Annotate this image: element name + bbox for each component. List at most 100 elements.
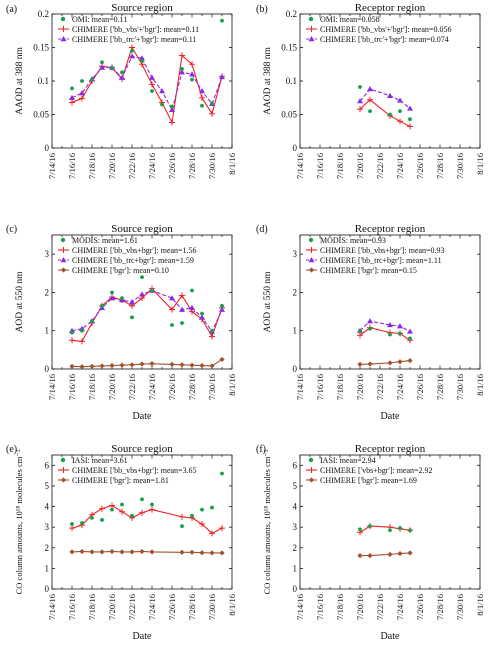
legend-marker [308,467,315,473]
series-point-bb_trc [69,94,75,100]
legend-entry: CHIMERE ['bb_trc+bgr']: mean=1.11 [320,256,442,265]
x-tick-label: 7/16/16 [67,153,77,179]
chart-panel-d: (d) Receptor region 0 1 2 3 7/14/16 7/16/16 7/18… [256,223,485,422]
legend-marker [308,477,315,483]
obs-point [368,524,372,529]
series-point-bgr [169,361,175,368]
x-tick-label: 7/18/16 [87,374,97,400]
series-point-bb_vbs [149,506,155,513]
series-point-bgr [407,357,413,364]
x-tick-label: 7/30/16 [207,374,217,400]
legend-entry: CHIMERE ['bgr']: mean=1.69 [320,476,417,485]
series-point-bb_trc [407,328,413,334]
y-tick-label: 0 [293,364,298,374]
obs-point [200,103,204,108]
series-point-bgr [199,362,205,369]
series-point-bgr [199,550,205,556]
x-tick-label: 7/20/16 [355,594,365,620]
obs-point [210,505,214,510]
legend-entry: CHIMERE ['bgr']: mean=1.81 [72,476,169,485]
obs-point [110,65,114,70]
legend-marker [308,247,315,253]
chart-panel-a: (a) Source region 0 0.05 0.1 0.15 0.2 7/14/16 7/… [6,2,237,179]
series-point-bb_trc [99,64,105,70]
series-point-bb_trc [397,97,403,103]
series-point-bb_trc [397,323,403,329]
obs-point [150,288,154,293]
x-tick-label: 7/22/16 [375,374,385,400]
series-line-bb_vbs [359,99,411,128]
series-point-bb_vbs [69,337,75,344]
series-point-bb_vbs [69,525,75,532]
x-tick-label: 7/26/16 [167,594,177,620]
series-point-bgr [179,362,185,368]
obs-point [120,502,124,507]
x-tick-label: 7/30/16 [455,594,465,620]
y-axis-label: AAOD at 388 nm [263,46,273,114]
obs-point [140,59,144,63]
legend-entry: CHIMERE ['bb_vbs+bgr']: mean=3.65 [72,466,197,475]
series-point-bb_vbs [397,118,403,125]
series-point-bgr [89,363,95,369]
obs-point [210,101,214,106]
y-axis-label: AAOD at 388 nm [15,46,25,114]
y-tick-label: 0 [45,364,50,374]
legend-entry: CHIMERE ['bgr']: mean=0.10 [72,266,169,275]
series-point-bb_vbs [209,530,215,537]
series-point-bb_trc [367,318,373,324]
series-point-bb_vbs [199,521,205,528]
y-tick-label: 1 [45,326,50,336]
y-tick-label: 2 [293,287,298,297]
series-point-bb_trc [159,88,165,94]
series-line-bb_trc [71,55,223,112]
series-point-bgr [119,362,125,368]
legend-entry: CHIMERE ['bb_trc+bgr']: mean=1.59 [72,256,194,265]
legend-entry: CHIMERE ['bb_vbs'+'bgr']: mean=0.11 [72,25,199,34]
series-line-bb_vbs [359,327,411,341]
legend-entry: OMI: mean=0.058 [320,15,380,24]
panel-title: Source region [111,443,173,455]
series-point-bb_vbs [169,306,175,313]
x-tick-label: 7/16/16 [315,374,325,400]
series-point-bgr [387,360,393,366]
x-tick-label: 7/18/16 [335,374,345,400]
x-tick-label: 7/30/16 [455,153,465,179]
series-point-bb_trc [189,304,195,310]
legend-entry: IASI: mean=3.61 [72,456,128,465]
series-point-bgr [189,549,195,555]
series-point-bb_vbs [179,292,185,299]
series-line-bb_trc [71,289,223,333]
series-point-bb_vbs [407,123,413,130]
panel-label: (e) [6,444,17,455]
x-tick-label: 7/28/16 [187,374,197,400]
series-point-bb_trc [189,71,195,77]
legend-marker [60,247,67,253]
obs-point [140,275,144,280]
series-point-bb_vbs [179,52,185,59]
y-tick-label: 4 [293,502,298,512]
obs-point [90,319,94,324]
x-tick-label: 7/26/16 [415,374,425,400]
obs-point [358,85,362,89]
series-point-bgr [119,549,125,555]
legend-marker [308,36,315,42]
series-point-bgr [99,363,105,369]
obs-point [120,70,124,75]
series-point-bb_trc [367,86,373,92]
x-tick-label: 7/28/16 [187,153,197,179]
x-tick-label: 8/1/16 [475,594,485,616]
y-tick-label: 0.2 [38,9,49,19]
x-tick-label: 7/14/16 [47,374,57,400]
y-axis-label: CO column amounts, 10¹⁸ molecules cm⁻² [14,449,24,594]
obs-point [408,336,412,341]
obs-point [388,112,392,117]
y-tick-label: 5 [45,481,50,491]
y-tick-label: 0.2 [286,9,297,19]
x-tick-label: 7/20/16 [355,153,365,179]
obs-point [110,507,114,512]
obs-point [120,296,124,301]
x-tick-label: 7/28/16 [187,594,197,620]
x-tick-label: 7/18/16 [335,153,345,179]
series-point-bgr [89,549,95,555]
